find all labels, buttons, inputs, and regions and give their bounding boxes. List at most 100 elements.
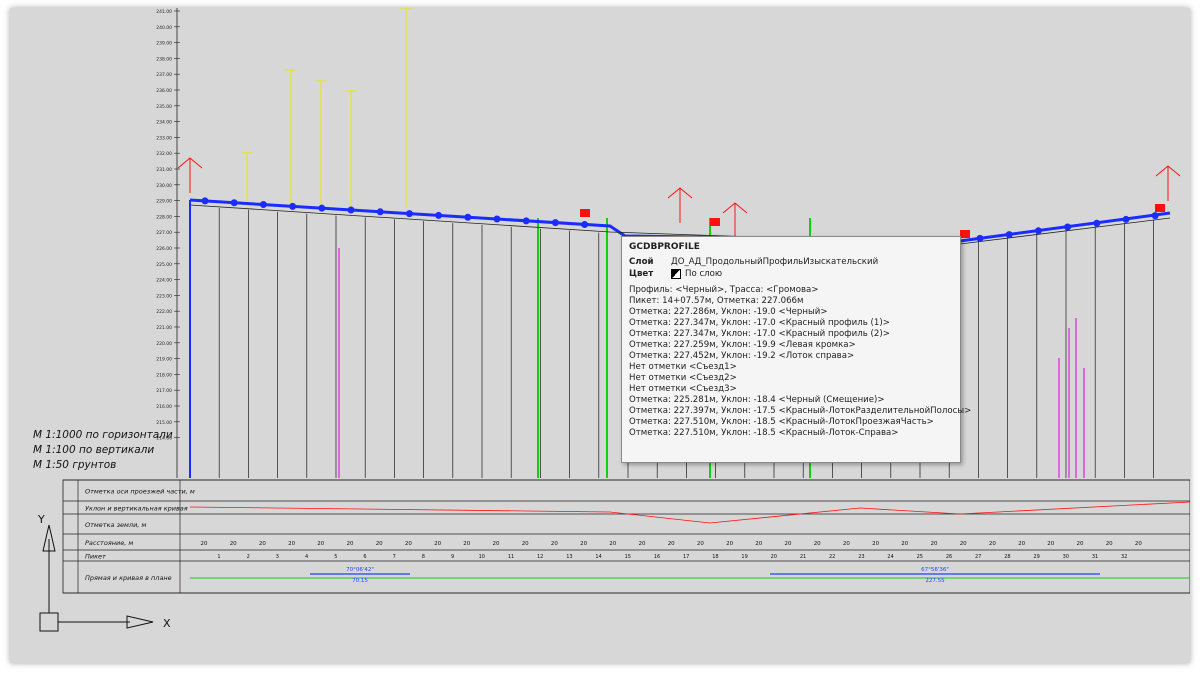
distance-value: 20	[843, 541, 850, 547]
picket-label: 26	[946, 554, 952, 560]
picket-label: 18	[712, 554, 718, 560]
ucs-x-label: X	[163, 617, 171, 630]
distance-value: 20	[1047, 541, 1054, 547]
flag-marker-head	[667, 187, 693, 199]
distance-value: 20	[931, 541, 938, 547]
picket-label: 31	[1092, 554, 1098, 560]
elevation-tick-label: 214.00	[156, 436, 172, 442]
picket-label: 9	[451, 554, 454, 560]
elevation-tick-label: 228.00	[156, 214, 172, 220]
picket-label: 23	[858, 554, 864, 560]
design-marker	[580, 209, 590, 217]
distance-value: 20	[639, 541, 646, 547]
distance-value: 20	[1018, 541, 1025, 547]
picket-label: 25	[917, 554, 923, 560]
profile-point	[581, 220, 589, 228]
profile-point	[405, 210, 413, 218]
tooltip-line: Пикет: 14+07.57м, Отметка: 227.066м	[629, 296, 804, 306]
elevation-tick-label: 235.00	[156, 104, 172, 110]
elevation-tick-label: 220.00	[156, 341, 172, 347]
distance-value: 20	[230, 541, 237, 547]
picket-label: 3	[276, 554, 279, 560]
distance-value: 20	[201, 541, 208, 547]
elevation-tick-label: 231.00	[156, 167, 172, 173]
picket-label: 10	[479, 554, 485, 560]
elevation-tick-label: 224.00	[156, 278, 172, 284]
table-row-label: Расстояние, м	[85, 539, 133, 547]
elevation-tick-label: 218.00	[156, 372, 172, 378]
drawing-viewport[interactable]: 241.00 240.00 239.00 238.00 237.00 236.00 235.…	[10, 8, 1190, 663]
profile-point	[289, 202, 297, 210]
profile-point	[464, 213, 472, 221]
flag-marker-head	[1155, 165, 1181, 177]
picket-label: 15	[625, 554, 631, 560]
profile-point	[493, 215, 501, 223]
profile-point	[1151, 212, 1159, 220]
soil-scale-label: М 1:50 грунтов	[33, 459, 117, 471]
picket-label: 11	[508, 554, 514, 560]
profile-point	[522, 217, 530, 225]
distance-value: 20	[376, 541, 383, 547]
distance-value: 20	[668, 541, 675, 547]
elevation-tick-label: 217.00	[156, 388, 172, 394]
distance-value: 20	[317, 541, 324, 547]
elevation-tick-label: 239.00	[156, 41, 172, 47]
design-marker	[960, 230, 970, 238]
tooltip-line: Нет отметки <Съезд1>	[629, 362, 737, 372]
tooltip-line: Нет отметки <Съезд3>	[629, 384, 737, 394]
tooltip-line: Профиль: <Черный>, Трасса: <Громова>	[629, 285, 819, 295]
distance-value: 20	[814, 541, 821, 547]
picket-label: 14	[595, 554, 601, 560]
tooltip-details: Профиль: <Черный>, Трасса: <Громова> Пике…	[629, 285, 972, 439]
elevation-tick-label: 232.00	[156, 151, 172, 157]
distance-value: 20	[1106, 541, 1113, 547]
elevation-tick-label: 222.00	[156, 309, 172, 315]
tooltip-line: Отметка: 227.397м, Уклон: -17.5 <Красный…	[629, 406, 972, 416]
plan-curve-angle: 67°56'36"	[921, 567, 949, 573]
vertical-scale-label: М 1:100 по вертикали	[33, 444, 155, 456]
picket-label: 13	[566, 554, 572, 560]
distance-value: 20	[785, 541, 792, 547]
distance-value: 20	[960, 541, 967, 547]
distance-value: 20	[697, 541, 704, 547]
profile-table: Отметка оси проезжей части, м Уклон и вер…	[62, 479, 1190, 594]
elevation-tick-label: 219.00	[156, 357, 172, 363]
elevation-tick-label: 216.00	[156, 404, 172, 410]
tooltip-color-row: Цвет По слою	[629, 268, 953, 280]
profile-point	[1093, 219, 1101, 227]
tooltip-layer-row: Слой ДО_АД_ПродольныйПрофильИзыскательск…	[629, 256, 953, 268]
profile-drawing[interactable]: 241.00 240.00 239.00 238.00 237.00 236.00 235.…	[10, 8, 1190, 663]
picket-label: 5	[334, 554, 337, 560]
distance-value: 20	[726, 541, 733, 547]
picket-label: 20	[771, 554, 777, 560]
horizontal-scale-label: М 1:1000 по горизонтали	[33, 429, 173, 441]
plan-curve-value: 70.15	[352, 578, 368, 584]
distance-value: 20	[347, 541, 354, 547]
profile-point	[230, 199, 238, 207]
elevation-axis: 241.00 240.00 239.00 238.00 237.00 236.00 235.…	[156, 8, 180, 478]
design-marker	[1155, 204, 1165, 212]
elevation-tick-label: 227.00	[156, 230, 172, 236]
elevation-tick-label: 234.00	[156, 120, 172, 126]
profile-point	[976, 234, 984, 242]
distance-value: 20	[259, 541, 266, 547]
distance-value: 20	[580, 541, 587, 547]
tooltip-layer-value: ДО_АД_ПродольныйПрофильИзыскательский	[671, 257, 879, 267]
tooltip-line: Отметка: 227.452м, Уклон: -19.2 <Лоток с…	[629, 351, 855, 361]
tooltip-layer-key: Слой	[629, 257, 654, 267]
elevation-tick-label: 215.00	[156, 420, 172, 426]
table-row-label: Пикет	[85, 553, 106, 561]
tooltip-color-value: По слою	[685, 269, 723, 279]
distance-value: 20	[463, 541, 470, 547]
picket-label: 17	[683, 554, 689, 560]
slope-line	[189, 501, 1190, 524]
picket-label: 4	[305, 554, 308, 560]
ucs-y-label: Y	[37, 513, 45, 526]
elevation-tick-label: 230.00	[156, 183, 172, 189]
picket-label: 27	[975, 554, 981, 560]
profile-point	[1005, 231, 1013, 239]
profile-point	[1122, 215, 1130, 223]
tooltip-line: Отметка: 225.281м, Уклон: -18.4 <Черный …	[629, 395, 885, 405]
distance-value: 20	[872, 541, 879, 547]
elevation-tick-label: 238.00	[156, 56, 172, 62]
